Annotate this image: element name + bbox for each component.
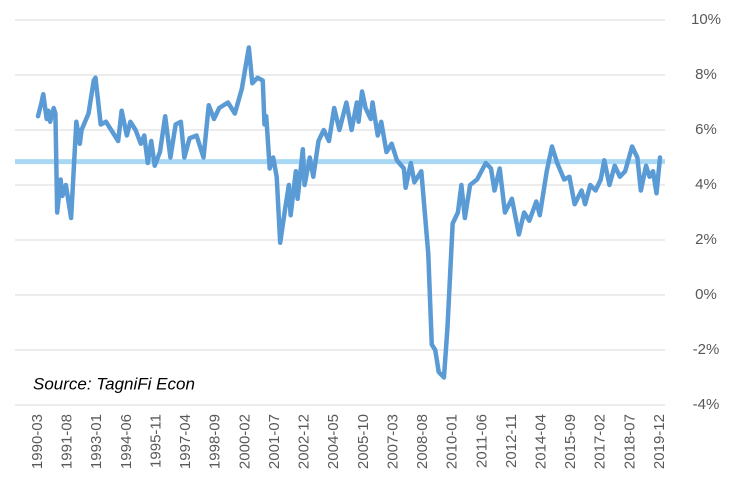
y-tick-label: 2% — [695, 231, 717, 248]
x-tick-label: 2000-02 — [236, 414, 253, 469]
x-tick-label: 2019-12 — [651, 414, 668, 469]
plot — [15, 45, 665, 380]
x-tick-label: 1997-04 — [177, 414, 194, 469]
x-tick-label: 1998-09 — [207, 414, 224, 469]
x-tick-label: 2014-04 — [532, 414, 549, 469]
x-tick-label: 1995-11 — [147, 414, 164, 468]
y-tick-label: -2% — [693, 341, 720, 358]
x-tick-label: 2018-07 — [621, 414, 638, 469]
x-tick-label: 1994-06 — [118, 414, 135, 469]
x-tick-label: 2005-10 — [355, 414, 372, 469]
y-tick-label: 4% — [695, 176, 717, 193]
x-tick-label: 2002-12 — [296, 414, 313, 469]
y-tick-label: 8% — [695, 66, 717, 83]
x-tick-label: 2012-11 — [503, 414, 520, 468]
y-tick-label: 0% — [695, 286, 717, 303]
x-tick-label: 2008-08 — [414, 414, 431, 469]
x-tick-label: 2007-03 — [384, 414, 401, 469]
x-tick-label: 2011-06 — [473, 414, 490, 468]
x-tick-label: 1991-08 — [59, 414, 76, 469]
x-tick-label: 1993-01 — [88, 414, 105, 469]
source-note: Source: TagniFi Econ — [33, 374, 195, 393]
y-tick-label: -4% — [693, 396, 720, 413]
x-tick-label: 2010-01 — [444, 414, 461, 469]
y-tick-label: 6% — [695, 121, 717, 138]
x-tick-label: 2001-07 — [266, 414, 283, 469]
x-tick-label: 2017-02 — [592, 414, 609, 469]
data-line — [35, 45, 663, 380]
x-tick-label: 1990-03 — [29, 414, 46, 469]
y-tick-label: 10% — [691, 11, 721, 28]
x-tick-label: 2015-09 — [562, 414, 579, 469]
x-tick-label: 2004-05 — [325, 414, 342, 469]
